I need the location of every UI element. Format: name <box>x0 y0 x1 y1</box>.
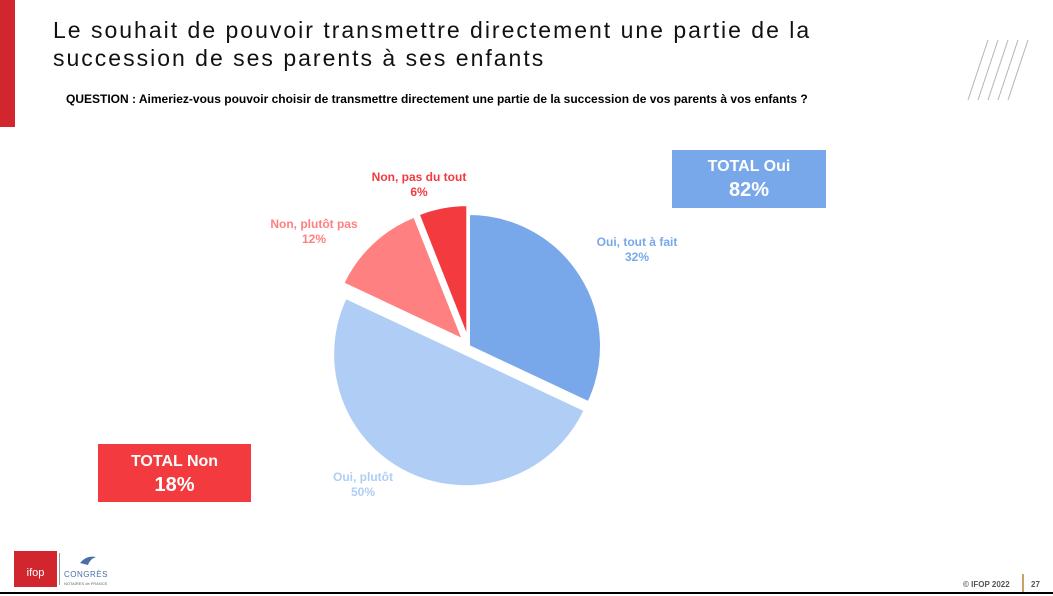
copyright: © IFOP 2022 <box>963 580 1010 589</box>
pie-slice-name-1: Oui, plutôt <box>333 470 393 484</box>
pie-slice-value-3: 6% <box>410 185 428 199</box>
total-non-value: 18% <box>154 474 195 496</box>
pie-slice-value-1: 50% <box>351 485 375 499</box>
congres-notaires-logo: CONGRÈS NOTAIRES de FRANCE <box>64 553 112 587</box>
footer-divider <box>0 592 1053 594</box>
pie-slice-0 <box>468 212 602 404</box>
total-non-label: TOTAL Non <box>130 453 219 470</box>
pie-slice-name-2: Non, plutôt pas <box>270 217 358 231</box>
accent-bar <box>0 0 15 127</box>
congres-logo-text: CONGRÈS <box>64 570 108 579</box>
congres-logo-subtext: NOTAIRES de FRANCE <box>64 581 108 586</box>
pie-slice-1 <box>332 296 586 487</box>
question-text: QUESTION : Aimeriez-vous pouvoir choisir… <box>66 92 808 106</box>
ifop-logo: ifop <box>14 551 57 587</box>
dove-icon <box>80 556 96 565</box>
total-non-box: TOTAL Non 18% <box>98 444 251 502</box>
pie-slice-value-2: 12% <box>302 232 326 246</box>
page-number: 27 <box>1031 580 1040 589</box>
total-oui-box: TOTAL Oui 82% <box>672 150 826 208</box>
page-title: Le souhait de pouvoir transmettre direct… <box>53 17 812 71</box>
decorative-hatch <box>967 39 1029 101</box>
pie-slice-name-0: Oui, tout à fait <box>597 235 678 249</box>
pie-slice-name-3: Non, pas du tout <box>372 170 467 184</box>
page-number-separator <box>1022 574 1024 592</box>
logo-separator <box>59 553 60 585</box>
total-oui-label: TOTAL Oui <box>707 158 791 175</box>
pie-slice-3 <box>417 204 469 338</box>
pie-slice-value-0: 32% <box>625 250 649 264</box>
total-oui-value: 82% <box>728 179 770 201</box>
pie-slice-2 <box>342 215 465 342</box>
